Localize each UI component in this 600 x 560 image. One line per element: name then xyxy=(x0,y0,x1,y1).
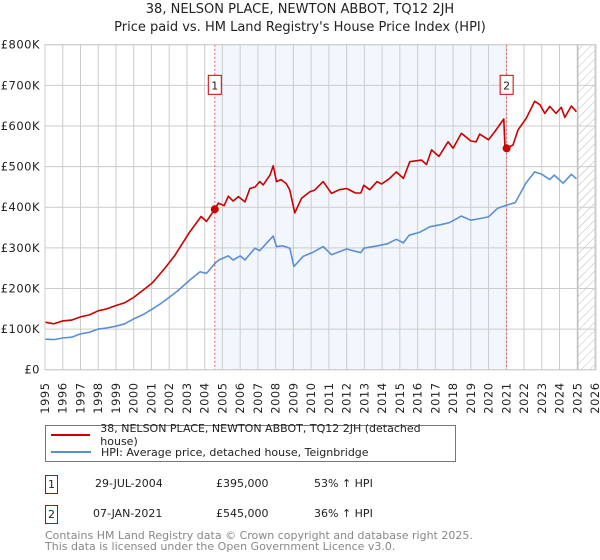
x-tick-label: 1999 xyxy=(109,382,123,413)
x-tick-label: 2013 xyxy=(357,382,371,413)
y-tick-label: £500K xyxy=(1,160,40,174)
footer-copyright: Contains HM Land Registry data © Crown c… xyxy=(45,529,473,542)
y-tick-label: £400K xyxy=(1,200,40,214)
property-price-line xyxy=(44,100,578,325)
x-tick-label: 2015 xyxy=(393,382,407,413)
y-tick-label: £0 xyxy=(24,363,40,377)
sale-label: 1 xyxy=(211,79,218,92)
x-tick-label: 1995 xyxy=(38,382,52,413)
x-tick-label: 2020 xyxy=(482,382,496,413)
x-tick-label: 2016 xyxy=(411,382,425,413)
x-tick-label: 2022 xyxy=(517,382,531,413)
price-chart: 1995 1996 1997 1998 1999 2000 2001 2002 2003 2004… xyxy=(1,38,600,414)
x-tick-label: 2008 xyxy=(269,382,283,413)
chart-title: 38, NELSON PLACE, NEWTON ABBOT, TQ12 2JH xyxy=(145,2,455,17)
x-tick-label: 2026 xyxy=(588,382,600,413)
y-tick-label: £100K xyxy=(1,322,40,336)
x-tick-label: 2023 xyxy=(535,382,549,413)
transaction-date: 29-JUL-2004 xyxy=(95,477,163,490)
x-tick-label: 2000 xyxy=(127,382,141,413)
x-tick-label: 2021 xyxy=(499,382,513,413)
x-tick-label: 2007 xyxy=(251,382,265,413)
x-tick-label: 2012 xyxy=(340,382,354,413)
x-tick-label: 2009 xyxy=(286,382,300,413)
x-tick-label: 2011 xyxy=(322,382,336,413)
x-tick-label: 1996 xyxy=(56,382,70,413)
transaction-hpi-change: 36% ↑ HPI xyxy=(314,507,373,520)
hpi-line xyxy=(44,171,577,341)
x-tick-label: 2014 xyxy=(375,382,389,413)
transaction-hpi-change: 53% ↑ HPI xyxy=(314,477,373,490)
sale-point xyxy=(210,205,219,214)
x-tick-label: 2003 xyxy=(180,382,194,413)
y-tick-label: £200K xyxy=(1,281,40,295)
transaction-date: 07-JAN-2021 xyxy=(93,507,163,520)
x-tick-label: 2002 xyxy=(162,382,176,413)
y-tick-label: £600K xyxy=(1,119,40,133)
x-tick-label: 2001 xyxy=(144,382,158,413)
x-tick-label: 2017 xyxy=(428,382,442,413)
sale-label: 2 xyxy=(503,79,510,92)
chart-legend: 38, NELSON PLACE, NEWTON ABBOT, TQ12 2JH… xyxy=(45,422,456,462)
footer-licence: This data is licensed under the Open Gov… xyxy=(45,540,396,553)
legend-label-hpi: HPI: Average price, detached house, Teig… xyxy=(101,445,369,459)
transaction-price: £545,000 xyxy=(216,507,269,520)
legend-red-line-icon xyxy=(51,434,91,436)
legend-label-property: 38, NELSON PLACE, NEWTON ABBOT, TQ12 2JH… xyxy=(100,422,421,448)
sale-label-box xyxy=(499,74,514,95)
transaction-badge: 2 xyxy=(45,505,58,524)
chart-subtitle: Price paid vs. HM Land Registry's House … xyxy=(114,20,486,35)
x-tick-label: 2006 xyxy=(233,382,247,413)
sale-label-box xyxy=(207,74,222,95)
x-tick-label: 1997 xyxy=(73,382,87,413)
x-tick-label: 2024 xyxy=(553,382,567,413)
plot-border xyxy=(44,44,597,371)
legend-blue-line-icon xyxy=(51,451,91,453)
transaction-price: £395,000 xyxy=(216,477,269,490)
legend-item-property: 38, NELSON PLACE, NEWTON ABBOT, TQ12 2JH… xyxy=(51,422,455,448)
x-tick-label: 2018 xyxy=(446,382,460,413)
legend-item-hpi: HPI: Average price, detached house, Teig… xyxy=(51,444,369,460)
x-tick-label: 2004 xyxy=(198,382,212,413)
x-tick-label: 2025 xyxy=(570,382,584,413)
x-tick-label: 2019 xyxy=(464,382,478,413)
x-tick-label: 2005 xyxy=(215,382,229,413)
y-tick-label: £700K xyxy=(1,78,40,92)
y-tick-label: £300K xyxy=(1,241,40,255)
x-tick-label: 1998 xyxy=(91,382,105,413)
x-tick-label: 2010 xyxy=(304,382,318,413)
transaction-badge: 1 xyxy=(45,475,58,494)
y-tick-label: £800K xyxy=(1,38,40,52)
sale-point xyxy=(502,144,511,153)
